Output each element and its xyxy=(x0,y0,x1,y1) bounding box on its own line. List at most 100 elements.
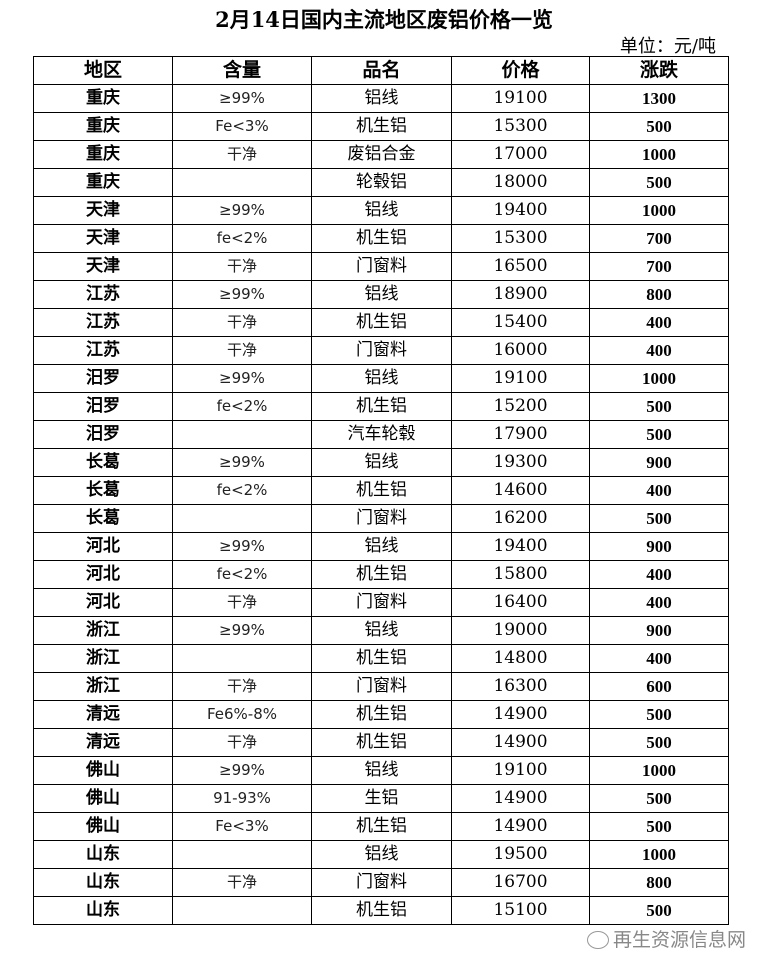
cell-price: 16200 xyxy=(451,504,590,533)
cell-change: 1300 xyxy=(589,84,729,113)
cell-product: 铝线 xyxy=(311,364,452,393)
cell-region: 汨罗 xyxy=(33,364,173,393)
cell-product: 机生铝 xyxy=(311,392,452,421)
cell-region: 河北 xyxy=(33,588,173,617)
cell-change: 900 xyxy=(589,616,729,645)
cell-content: Fe<3% xyxy=(172,812,312,841)
cell-change: 500 xyxy=(589,784,729,813)
cell-content: fe<2% xyxy=(172,224,312,253)
cell-content xyxy=(172,644,312,673)
table-row: 山东 干净 门窗料 16700 800 xyxy=(33,868,729,897)
cell-price: 15300 xyxy=(451,112,590,141)
table-row: 重庆 Fe<3% 机生铝 15300 500 xyxy=(33,112,729,141)
cell-price: 16400 xyxy=(451,588,590,617)
cell-region: 佛山 xyxy=(33,812,173,841)
cell-region: 山东 xyxy=(33,896,173,925)
cell-product: 生铝 xyxy=(311,784,452,813)
table-row: 重庆 ≥99% 铝线 19100 1300 xyxy=(33,84,729,113)
cell-change: 1000 xyxy=(589,364,729,393)
cell-change: 500 xyxy=(589,392,729,421)
cell-region: 汨罗 xyxy=(33,420,173,449)
cell-change: 400 xyxy=(589,336,729,365)
table-row: 汨罗 fe<2% 机生铝 15200 500 xyxy=(33,392,729,421)
cell-change: 900 xyxy=(589,532,729,561)
unit-label: 单位：元/吨 xyxy=(619,36,716,57)
cell-content: fe<2% xyxy=(172,392,312,421)
cell-content: fe<2% xyxy=(172,560,312,589)
wechat-icon xyxy=(586,931,609,949)
table-row: 河北 fe<2% 机生铝 15800 400 xyxy=(33,560,729,589)
cell-change: 400 xyxy=(589,308,729,337)
cell-content: 干净 xyxy=(172,140,312,169)
cell-change: 600 xyxy=(589,672,729,701)
cell-content: 干净 xyxy=(172,336,312,365)
cell-product: 机生铝 xyxy=(311,728,452,757)
table-header-row: 地区 含量 品名 价格 涨跌 xyxy=(33,56,729,85)
cell-price: 19400 xyxy=(451,196,590,225)
cell-price: 17000 xyxy=(451,140,590,169)
cell-product: 铝线 xyxy=(311,448,452,477)
cell-content: 干净 xyxy=(172,588,312,617)
cell-change: 1000 xyxy=(589,140,729,169)
table-body: 重庆 ≥99% 铝线 19100 1300 重庆 Fe<3% 机生铝 15300 500 重庆 干净废… xyxy=(33,84,729,925)
table-row: 浙江 ≥99% 铝线 19000 900 xyxy=(33,616,729,645)
cell-change: 500 xyxy=(589,700,729,729)
cell-region: 河北 xyxy=(33,532,173,561)
cell-price: 15100 xyxy=(451,896,590,925)
cell-price: 16500 xyxy=(451,252,590,281)
table-row: 天津 ≥99% 铝线 19400 1000 xyxy=(33,196,729,225)
header-region: 地区 xyxy=(33,56,173,85)
page-title: 2月14日国内主流地区废铝价格一览 xyxy=(215,7,553,32)
cell-change: 400 xyxy=(589,476,729,505)
cell-product: 铝线 xyxy=(311,616,452,645)
cell-product: 机生铝 xyxy=(311,308,452,337)
cell-change: 400 xyxy=(589,644,729,673)
cell-content: 干净 xyxy=(172,252,312,281)
cell-content xyxy=(172,896,312,925)
cell-product: 铝线 xyxy=(311,196,452,225)
header-product: 品名 xyxy=(311,56,452,85)
table-row: 佛山 Fe<3% 机生铝 14900 500 xyxy=(33,812,729,841)
cell-region: 浙江 xyxy=(33,616,173,645)
cell-product: 门窗料 xyxy=(311,336,452,365)
cell-change: 500 xyxy=(589,504,729,533)
cell-change: 700 xyxy=(589,224,729,253)
cell-content xyxy=(172,420,312,449)
cell-region: 河北 xyxy=(33,560,173,589)
cell-price: 19100 xyxy=(451,364,590,393)
cell-price: 19400 xyxy=(451,532,590,561)
cell-product: 废铝合金 xyxy=(311,140,452,169)
cell-region: 浙江 xyxy=(33,672,173,701)
table-row: 佛山 91-93% 生铝 14900 500 xyxy=(33,784,729,813)
table-row: 汨罗 汽车轮毂 17900 500 xyxy=(33,420,729,449)
table-row: 江苏 ≥99% 铝线 18900 800 xyxy=(33,280,729,309)
cell-content: fe<2% xyxy=(172,476,312,505)
cell-content: 干净 xyxy=(172,308,312,337)
cell-region: 长葛 xyxy=(33,448,173,477)
cell-region: 山东 xyxy=(33,840,173,869)
cell-product: 门窗料 xyxy=(311,672,452,701)
cell-region: 汨罗 xyxy=(33,392,173,421)
table-row: 江苏 干净 机生铝 15400 400 xyxy=(33,308,729,337)
table-row: 长葛 门窗料 16200 500 xyxy=(33,504,729,533)
cell-change: 1000 xyxy=(589,756,729,785)
cell-product: 门窗料 xyxy=(311,252,452,281)
table-row: 浙江 机生铝 14800 400 xyxy=(33,644,729,673)
cell-region: 重庆 xyxy=(33,168,173,197)
cell-product: 铝线 xyxy=(311,280,452,309)
cell-region: 江苏 xyxy=(33,336,173,365)
cell-product: 门窗料 xyxy=(311,504,452,533)
header-price: 价格 xyxy=(451,56,590,85)
cell-price: 15800 xyxy=(451,560,590,589)
cell-content: ≥99% xyxy=(172,196,312,225)
watermark-text: 再生资源信息网 xyxy=(612,929,746,951)
cell-price: 15200 xyxy=(451,392,590,421)
price-table: 地区 含量 品名 价格 涨跌 重庆 ≥99% 铝线 19100 1300 重庆 Fe<3% 机… xyxy=(33,56,729,925)
header-content: 含量 xyxy=(172,56,312,85)
table-row: 河北 ≥99% 铝线 19400 900 xyxy=(33,532,729,561)
cell-region: 浙江 xyxy=(33,644,173,673)
cell-price: 14600 xyxy=(451,476,590,505)
cell-product: 机生铝 xyxy=(311,812,452,841)
cell-price: 14900 xyxy=(451,784,590,813)
cell-content xyxy=(172,504,312,533)
